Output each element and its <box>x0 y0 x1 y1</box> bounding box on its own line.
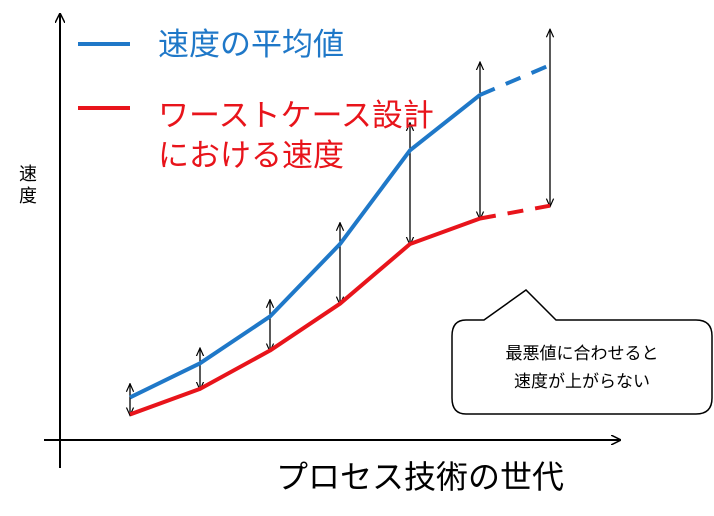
callout-text-line2: 速度が上がらない <box>514 372 650 392</box>
series-lines <box>129 63 551 417</box>
x-axis-label: プロセス技術の世代 <box>276 458 564 496</box>
series-line-0-dashed <box>479 63 551 97</box>
series-line-1-dashed <box>479 203 551 221</box>
series-line-0 <box>129 93 482 400</box>
series-line-1 <box>129 216 481 417</box>
callout-text-line1: 最悪値に合わせると <box>506 344 659 364</box>
legend-label-worst-case: ワーストケース設計における速度 <box>158 98 434 174</box>
y-axis-label: 速度 <box>19 164 37 207</box>
callout: 最悪値に合わせると 速度が上がらない <box>451 289 713 415</box>
range-arrows <box>130 29 550 415</box>
legend-label-average: 速度の平均値 <box>158 27 344 63</box>
callout-box <box>451 289 713 415</box>
legend: 速度の平均値 ワーストケース設計における速度 <box>78 27 434 174</box>
